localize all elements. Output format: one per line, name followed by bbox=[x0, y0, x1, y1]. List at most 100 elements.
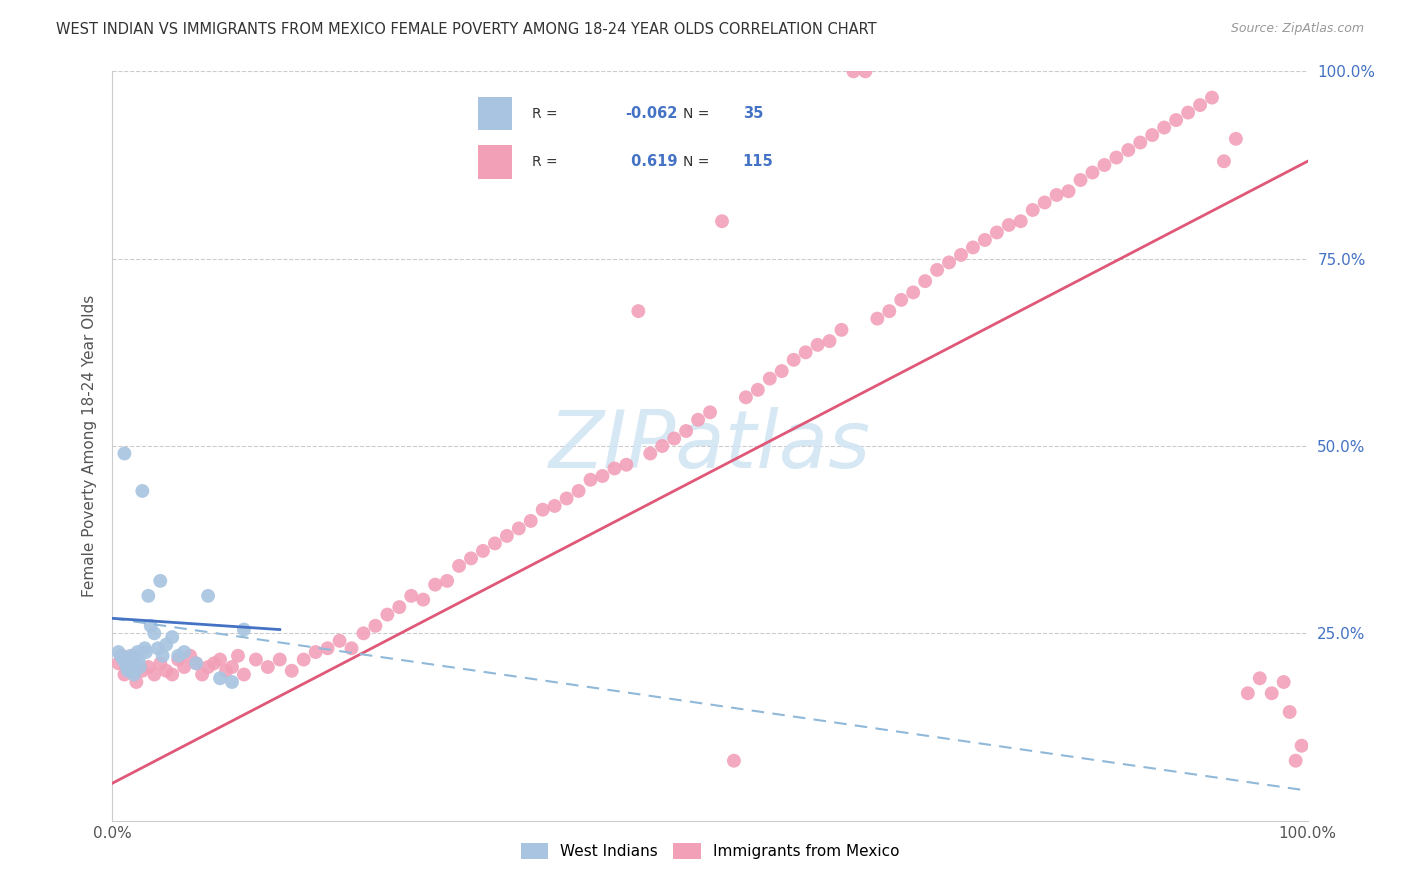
Point bbox=[1278, 705, 1301, 719]
Point bbox=[747, 383, 769, 397]
Point bbox=[986, 226, 1008, 240]
Point bbox=[1081, 165, 1104, 179]
Point bbox=[197, 589, 219, 603]
Point bbox=[938, 255, 960, 269]
Point bbox=[1189, 98, 1212, 112]
Point bbox=[292, 652, 315, 666]
Point bbox=[425, 577, 447, 591]
Point bbox=[107, 645, 129, 659]
Point bbox=[121, 652, 143, 666]
Point bbox=[914, 274, 936, 288]
Point bbox=[1142, 128, 1164, 142]
Point bbox=[112, 652, 135, 666]
Point bbox=[1010, 214, 1032, 228]
Point bbox=[107, 657, 129, 671]
Point bbox=[735, 390, 758, 404]
Y-axis label: Female Poverty Among 18-24 Year Olds: Female Poverty Among 18-24 Year Olds bbox=[82, 295, 97, 597]
Point bbox=[1291, 739, 1313, 753]
Point bbox=[927, 263, 949, 277]
Legend: West Indians, Immigrants from Mexico: West Indians, Immigrants from Mexico bbox=[515, 838, 905, 865]
Point bbox=[129, 660, 152, 674]
Point bbox=[191, 667, 214, 681]
Point bbox=[974, 233, 997, 247]
Point bbox=[1272, 675, 1295, 690]
Point bbox=[257, 660, 280, 674]
Point bbox=[1118, 143, 1140, 157]
Point bbox=[120, 657, 142, 671]
Point bbox=[155, 638, 177, 652]
Point bbox=[568, 483, 591, 498]
Point bbox=[128, 652, 150, 666]
Point bbox=[807, 338, 830, 352]
Point bbox=[842, 64, 865, 78]
Point bbox=[1261, 686, 1284, 700]
Point bbox=[115, 660, 138, 674]
Point bbox=[1166, 113, 1188, 128]
Point bbox=[281, 664, 304, 678]
Point bbox=[245, 652, 267, 666]
Point bbox=[711, 214, 734, 228]
Point bbox=[131, 483, 153, 498]
Point bbox=[122, 667, 145, 681]
Point bbox=[1022, 202, 1045, 217]
Point bbox=[121, 664, 143, 678]
Point bbox=[138, 660, 160, 674]
Point bbox=[139, 619, 162, 633]
Point bbox=[114, 667, 135, 681]
Point bbox=[723, 754, 745, 768]
Point bbox=[699, 405, 721, 419]
Point bbox=[221, 660, 243, 674]
Point bbox=[818, 334, 841, 348]
Point bbox=[520, 514, 543, 528]
Point bbox=[118, 657, 141, 671]
Point bbox=[233, 667, 256, 681]
Point bbox=[412, 592, 434, 607]
Text: ZIPatlas: ZIPatlas bbox=[548, 407, 872, 485]
Point bbox=[138, 589, 160, 603]
Point bbox=[879, 304, 901, 318]
Point bbox=[1285, 754, 1308, 768]
Point bbox=[1046, 188, 1069, 202]
Point bbox=[167, 652, 190, 666]
Point bbox=[531, 502, 554, 516]
Point bbox=[890, 293, 912, 307]
Point bbox=[998, 218, 1021, 232]
Point bbox=[447, 558, 470, 573]
Point bbox=[202, 657, 225, 671]
Point bbox=[125, 648, 148, 663]
Point bbox=[110, 648, 132, 663]
Point bbox=[209, 671, 232, 685]
Point bbox=[903, 285, 925, 300]
Point bbox=[173, 645, 195, 659]
Point bbox=[831, 323, 853, 337]
Point bbox=[226, 648, 249, 663]
Point bbox=[1153, 120, 1175, 135]
Point bbox=[143, 667, 166, 681]
Point bbox=[316, 641, 339, 656]
Point bbox=[1213, 154, 1236, 169]
Point bbox=[962, 240, 984, 254]
Point bbox=[122, 648, 145, 663]
Point bbox=[124, 657, 146, 671]
Point bbox=[1105, 151, 1128, 165]
Point bbox=[167, 648, 190, 663]
Point bbox=[651, 439, 673, 453]
Point bbox=[162, 630, 183, 644]
Point bbox=[484, 536, 506, 550]
Point bbox=[127, 645, 149, 659]
Point bbox=[197, 660, 219, 674]
Point bbox=[460, 551, 482, 566]
Point bbox=[117, 664, 139, 678]
Point bbox=[401, 589, 423, 603]
Point bbox=[114, 657, 136, 671]
Text: Source: ZipAtlas.com: Source: ZipAtlas.com bbox=[1230, 22, 1364, 36]
Point bbox=[627, 304, 650, 318]
Point bbox=[616, 458, 638, 472]
Point bbox=[149, 574, 172, 588]
Point bbox=[543, 499, 565, 513]
Point bbox=[1225, 132, 1247, 146]
Point bbox=[1070, 173, 1092, 187]
Point bbox=[1057, 184, 1080, 198]
Point bbox=[436, 574, 458, 588]
Point bbox=[1094, 158, 1116, 172]
